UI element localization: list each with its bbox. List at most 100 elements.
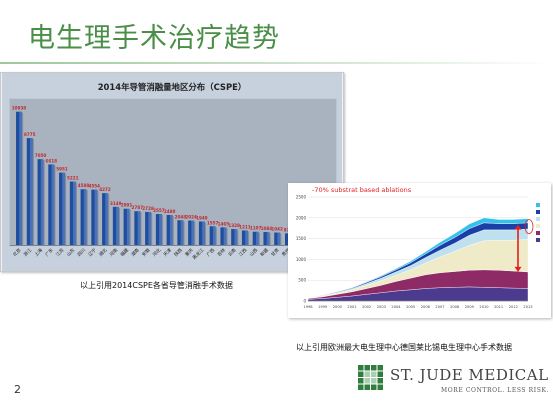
legend-swatch [536, 217, 540, 221]
x-tick-label: 甘肃 [269, 246, 281, 258]
y-tick-label: 1000 [296, 257, 307, 262]
x-tick-label: 2009 [465, 305, 475, 309]
bar-highlight [266, 232, 270, 246]
bar [16, 111, 22, 246]
x-tick-label: 2013 [523, 305, 532, 309]
data-label: 1465 [218, 221, 230, 226]
x-tick-label: 广东 [43, 246, 55, 258]
x-tick-label: 广西 [205, 246, 217, 258]
logo-square [371, 371, 377, 377]
data-label: 3149 [110, 201, 122, 206]
logo-square [371, 378, 377, 384]
bar [91, 189, 98, 246]
logo-square [377, 371, 383, 377]
bar [177, 220, 184, 246]
x-tick-label: 安徽 [140, 246, 152, 258]
logo-square [377, 384, 383, 390]
bar-highlight [83, 189, 87, 246]
bar-highlight [180, 220, 184, 246]
caption-left: 以上引用2014CSPE各省导管消融手术数据 [80, 281, 233, 290]
legend-swatch [536, 238, 540, 242]
logo-square [364, 384, 370, 390]
logo-mark-icon [358, 365, 383, 390]
bar [188, 220, 195, 246]
arrow-head-up [514, 224, 522, 230]
data-label: 2728 [142, 206, 154, 211]
bar-highlight [126, 208, 130, 246]
y-tick-label: 500 [298, 278, 306, 283]
data-label: 4272 [99, 187, 111, 192]
x-tick-label: 吉林 [216, 246, 228, 258]
x-tick-label: 贵州 [280, 247, 291, 258]
bar [155, 214, 162, 246]
data-label: 1557 [207, 220, 219, 225]
x-tick-label: 2007 [435, 305, 444, 309]
data-label: 1042 [271, 227, 283, 232]
data-label: 1211 [239, 224, 251, 229]
bar [241, 230, 248, 246]
x-tick-label: 北京 [11, 246, 23, 258]
bar-highlight [137, 211, 141, 246]
bar [166, 214, 173, 246]
bar [231, 229, 238, 246]
bar-highlight [105, 193, 109, 246]
x-tick-label: 江苏 [54, 246, 66, 258]
x-tick-label: 2003 [377, 305, 386, 309]
x-tick-label: 2004 [391, 305, 401, 309]
data-label: 4588 [78, 183, 90, 188]
bar [112, 206, 119, 246]
title-rule [0, 62, 553, 64]
bar-highlight [169, 214, 173, 246]
x-tick-label: 上海 [33, 246, 45, 258]
legend-swatch [536, 231, 540, 235]
data-label: 5951 [56, 167, 68, 172]
logo-square [364, 378, 370, 384]
bar [123, 208, 130, 246]
bar-highlight [94, 189, 98, 246]
x-tick-label: 2008 [450, 305, 460, 309]
logo-square [358, 384, 364, 390]
x-tick-label: 湖北 [97, 246, 109, 258]
x-tick-label: 辽宁 [86, 246, 98, 258]
bar [209, 226, 216, 246]
page-number: 2 [14, 383, 21, 396]
annotation-ellipse [524, 219, 534, 235]
x-tick-label: 天津 [162, 246, 174, 258]
bar [220, 227, 227, 246]
legend-swatch [536, 210, 540, 214]
bar-chart: 2014年导管消融量地区分布（CSPE） 10938 北京 8775 浙江 7050 上海 6… [0, 72, 344, 272]
y-tick-label: 1500 [296, 236, 307, 241]
x-tick-label: 山东 [65, 246, 77, 258]
data-label: 2787 [132, 205, 144, 210]
data-label: 2991 [121, 203, 133, 208]
data-label: 8775 [24, 132, 36, 137]
x-tick-label: 2006 [421, 305, 431, 309]
bar-highlight [159, 214, 162, 246]
data-label: 2557 [153, 208, 165, 213]
logo-square [358, 371, 364, 377]
x-tick-label: 1999 [318, 305, 328, 309]
logo-square [364, 371, 370, 377]
logo-square [364, 365, 370, 371]
data-label: 5221 [67, 176, 79, 181]
st-jude-logo: ST. JUDE MEDICAL MORE CONTROL. LESS RISK… [358, 365, 548, 405]
bar-highlight [202, 221, 205, 246]
data-label: 10938 [12, 106, 27, 111]
bar-highlight [40, 159, 44, 246]
area-chart: 0 500 1000 1500 2000 2500 1998 1999 2000 2001 2002… [288, 183, 551, 318]
data-label: 6618 [45, 158, 57, 163]
data-label: 1084 [261, 226, 273, 231]
bar-highlight [245, 230, 248, 246]
bar [252, 231, 259, 246]
bar-highlight [51, 164, 55, 246]
x-tick-label: 1998 [303, 305, 313, 309]
bar-highlight [116, 206, 119, 246]
bar-highlight [212, 226, 216, 246]
x-tick-label: 2002 [362, 305, 371, 309]
bar [48, 164, 55, 246]
data-label: 1107 [250, 226, 262, 231]
x-tick-label: 福建 [119, 246, 131, 258]
data-label: 4554 [89, 184, 101, 189]
caption-right: 以上引用欧洲最大电生理中心德国莱比锡电生理中心手术数据 [296, 343, 512, 352]
x-tick-label: 江西 [237, 246, 249, 258]
